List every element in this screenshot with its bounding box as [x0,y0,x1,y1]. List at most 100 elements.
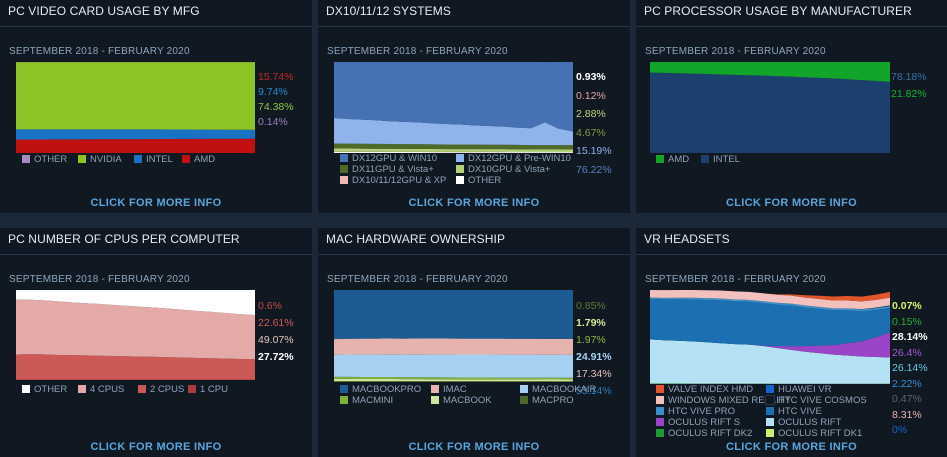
value-label: 26.14% [892,362,928,374]
legend-item-other: OTHER [22,154,67,165]
legend-swatch [340,396,348,404]
legend-label: VALVE INDEX HMD [668,384,754,395]
panel-title: PC NUMBER OF CPUS PER COMPUTER [0,228,312,255]
legend-item-oculus-rift: OCULUS RIFT [766,417,841,428]
legend-swatch [456,154,464,162]
legend-swatch [656,429,664,437]
legend-swatch [456,165,464,173]
area-series-2-cpus [16,354,255,380]
legend-item-htc-vive: HTC VIVE [766,406,822,417]
legend-swatch [520,385,528,393]
chart-subtitle: SEPTEMBER 2018 - FEBRUARY 2020 [645,274,826,285]
legend-item-dx12gpu-pre-win10: DX12GPU & Pre-WIN10 [456,153,571,164]
more-info-link[interactable]: CLICK FOR MORE INFO [408,441,540,453]
legend-swatch [656,407,664,415]
legend-swatch [78,155,86,163]
area-series-macbook [334,378,573,382]
legend-label: OTHER [34,384,68,395]
legend-swatch [701,155,709,163]
area-series-macmini [334,376,573,380]
value-label: 1.79% [576,317,606,329]
legend-label: HTC VIVE PRO [668,406,736,417]
panel-mac-hardware-ownership: MAC HARDWARE OWNERSHIP SEPTEMBER 2018 - F… [318,228,630,457]
legend-label: HTC VIVE [778,406,822,417]
legend-label: DX10/11/12GPU & XP [352,175,447,186]
more-info-link[interactable]: CLICK FOR MORE INFO [726,441,857,453]
legend-swatch [340,176,348,184]
area-series-amd [650,62,890,82]
area-series-4-cpus [16,299,255,360]
legend-label: OCULUS RIFT [778,417,842,428]
stacked-area-chart [16,62,255,153]
legend-label: MACBOOK [443,395,492,406]
area-series-macbookpro [334,290,573,340]
value-label: 0.15% [892,315,922,328]
legend-item-1-cpu: 1 CPU [188,384,228,395]
value-label: 22.61% [258,317,294,329]
chart-subtitle: SEPTEMBER 2018 - FEBRUARY 2020 [9,46,190,57]
value-label: 17.34% [576,368,612,380]
area-series-intel [650,72,890,153]
legend-label: DX10GPU & Vista+ [468,164,551,175]
area-series-imac [334,338,573,355]
legend-swatch [766,429,774,437]
value-label: 0% [892,424,908,436]
legend-label: DX12GPU & WIN10 [352,153,437,164]
legend-item-imac: IMAC [431,384,467,395]
area-series-dx10-11-12gpu-xp [334,151,573,153]
legend-item-dx10-11-12gpu-xp: DX10/11/12GPU & XP [340,175,446,186]
panel-title: PC VIDEO CARD USAGE BY MFG [0,0,312,27]
legend-swatch [431,396,439,404]
area-series-dx12gpu-win10 [334,62,573,132]
legend-item-2-cpus: 2 CPUS [138,384,184,395]
legend-swatch [188,385,196,393]
panel-vr-headsets: VR HEADSETS SEPTEMBER 2018 - FEBRUARY 202… [636,228,947,457]
stacked-area-chart [334,62,573,153]
value-label: 15.74% [258,71,294,83]
legend-label: OCULUS RIFT DK2 [668,428,753,439]
more-info-link[interactable]: CLICK FOR MORE INFO [408,197,540,209]
legend-label: OCULUS RIFT DK1 [778,428,863,439]
legend-label: 4 CPUS [90,384,125,395]
area-series-intel [16,129,255,140]
legend-item-oculus-rift-dk2: OCULUS RIFT DK2 [656,428,752,439]
value-label: 28.14% [892,331,928,343]
value-label: 0.14% [258,116,288,128]
legend-swatch [182,155,190,163]
legend-swatch [134,155,142,163]
legend-item-oculus-rift-dk1: OCULUS RIFT DK1 [766,428,862,439]
chart-subtitle: SEPTEMBER 2018 - FEBRUARY 2020 [9,274,190,285]
legend-label: MACBOOKPRO [352,384,422,395]
legend-item-macbook: MACBOOK [431,395,492,406]
legend-swatch [766,385,774,393]
legend-item-htc-vive-pro: HTC VIVE PRO [656,406,735,417]
more-info-link[interactable]: CLICK FOR MORE INFO [90,197,222,209]
area-series-1-cpu [16,379,255,380]
legend-item-intel: INTEL [701,154,740,165]
panel-dx10-11-12-systems: DX10/11/12 SYSTEMS SEPTEMBER 2018 - FEBRU… [318,0,630,213]
legend-item-intel: INTEL [134,154,173,165]
more-info-link[interactable]: CLICK FOR MORE INFO [90,441,222,453]
legend-label: DX11GPU & Vista+ [352,164,434,175]
value-label: 0.85% [576,300,606,312]
legend-item-macbookpro: MACBOOKPRO [340,384,421,395]
legend-item-nvidia: NVIDIA [78,154,122,165]
panel-pc-video-card-usage-by-mfg: PC VIDEO CARD USAGE BY MFG SEPTEMBER 2018… [0,0,312,213]
area-series-macpro [334,381,573,382]
legend-item-4-cpus: 4 CPUS [78,384,124,395]
area-series-amd [16,138,255,153]
more-info-link[interactable]: CLICK FOR MORE INFO [726,197,857,209]
legend-swatch [340,385,348,393]
value-label: 0.47% [892,393,922,405]
legend-swatch [138,385,146,393]
value-label: 27.72% [258,351,294,363]
legend-swatch [22,385,30,393]
stacked-area-chart [650,62,890,153]
value-label: 9.74% [258,86,288,98]
legend-item-windows-mixed-reality: WINDOWS MIXED REALITY [656,395,791,406]
area-series-htc-vive [650,298,890,347]
legend-label: 2 CPUS [150,384,185,395]
legend-item-htc-vive-cosmos: HTC VIVE COSMOS [765,395,867,406]
legend-swatch [656,418,664,426]
value-label: 76.22% [576,163,612,176]
